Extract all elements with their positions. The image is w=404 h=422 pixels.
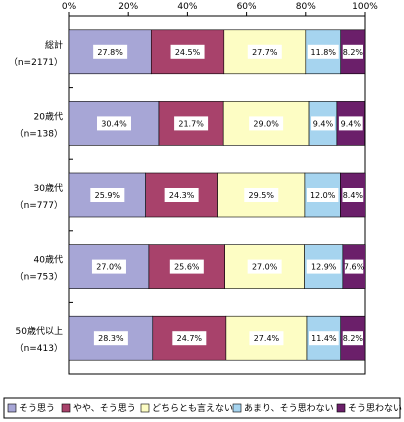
legend-swatch: [61, 403, 71, 413]
value-label-box: [308, 331, 339, 346]
legend-label: そう思う: [19, 403, 55, 414]
value-label: 7.6%: [344, 263, 365, 272]
value-label-box: [306, 259, 341, 274]
value-label-box: [90, 188, 125, 202]
value-label-box: [247, 44, 282, 59]
category-label: 50歳代以上: [16, 325, 63, 337]
value-label: 27.0%: [96, 263, 122, 272]
value-label-box: [344, 259, 364, 274]
value-label: 24.3%: [169, 191, 195, 200]
x-tick-label: 20%: [118, 2, 138, 12]
legend-swatch: [336, 403, 346, 413]
value-label: 30.4%: [101, 119, 127, 128]
legend-label: どちらとも言えない: [152, 402, 233, 414]
category-sample-size: （n=777）: [15, 200, 63, 211]
value-label: 27.0%: [252, 263, 278, 272]
value-label: 11.4%: [311, 334, 337, 343]
value-label: 25.6%: [174, 263, 200, 272]
value-label: 12.9%: [311, 263, 337, 272]
legend-label: あまり、そう思わない: [244, 403, 334, 414]
legend-label: そう思わない: [348, 403, 402, 414]
x-tick-label: 0%: [62, 2, 77, 12]
value-label-box: [342, 188, 364, 202]
legend-swatch: [232, 403, 242, 413]
value-label-box: [249, 116, 284, 131]
value-label-box: [169, 259, 204, 274]
value-label: 27.4%: [254, 334, 280, 343]
value-label: 29.5%: [249, 191, 275, 200]
legend-label: やや、そう思う: [73, 403, 136, 414]
value-label-box: [307, 44, 339, 59]
category-label: 総計: [45, 39, 63, 51]
value-label: 9.4%: [313, 119, 334, 128]
value-label-box: [96, 116, 131, 131]
value-label: 8.2%: [343, 48, 364, 57]
value-label: 21.7%: [178, 119, 204, 128]
legend-swatch: [7, 403, 17, 413]
category-sample-size: （n=2171）: [9, 57, 63, 68]
legend-box: [3, 397, 401, 419]
x-tick-label: 60%: [237, 2, 257, 12]
value-label: 24.7%: [177, 334, 203, 343]
category-sample-size: （n=753）: [15, 272, 63, 283]
value-label: 28.3%: [98, 334, 124, 343]
value-label: 12.0%: [310, 191, 336, 200]
value-label-box: [244, 188, 279, 202]
value-label-box: [164, 188, 199, 202]
value-label-box: [306, 188, 339, 202]
x-tick-label: 40%: [177, 2, 197, 12]
bar-segment: [158, 101, 224, 146]
value-label-box: [91, 259, 126, 274]
value-label-box: [170, 44, 205, 59]
value-label-box: [342, 44, 363, 59]
legend-swatch: [140, 403, 150, 413]
value-label-box: [311, 116, 335, 131]
value-label-box: [342, 331, 363, 346]
value-label-box: [93, 44, 128, 59]
value-label: 27.7%: [252, 48, 278, 57]
category-label: 20歳代: [34, 110, 63, 122]
x-tick-label: 80%: [296, 2, 316, 12]
value-label-box: [338, 116, 363, 131]
value-label: 9.4%: [341, 119, 362, 128]
value-label: 8.4%: [343, 191, 364, 200]
value-label-box: [93, 331, 128, 346]
value-label-box: [174, 116, 209, 131]
value-label: 8.2%: [343, 334, 364, 343]
value-label: 24.5%: [175, 48, 201, 57]
value-label: 25.9%: [95, 191, 121, 200]
value-label-box: [249, 331, 284, 346]
category-sample-size: （n=413）: [15, 343, 63, 354]
value-label-box: [247, 259, 282, 274]
category-label: 40歳代: [34, 254, 63, 266]
value-label: 29.0%: [253, 119, 279, 128]
category-sample-size: （n=138）: [15, 128, 63, 139]
value-label: 27.8%: [97, 48, 123, 57]
x-tick-label: 100%: [352, 2, 378, 12]
value-label-box: [172, 331, 207, 346]
value-label: 11.8%: [311, 48, 337, 57]
category-label: 30歳代: [34, 182, 63, 194]
